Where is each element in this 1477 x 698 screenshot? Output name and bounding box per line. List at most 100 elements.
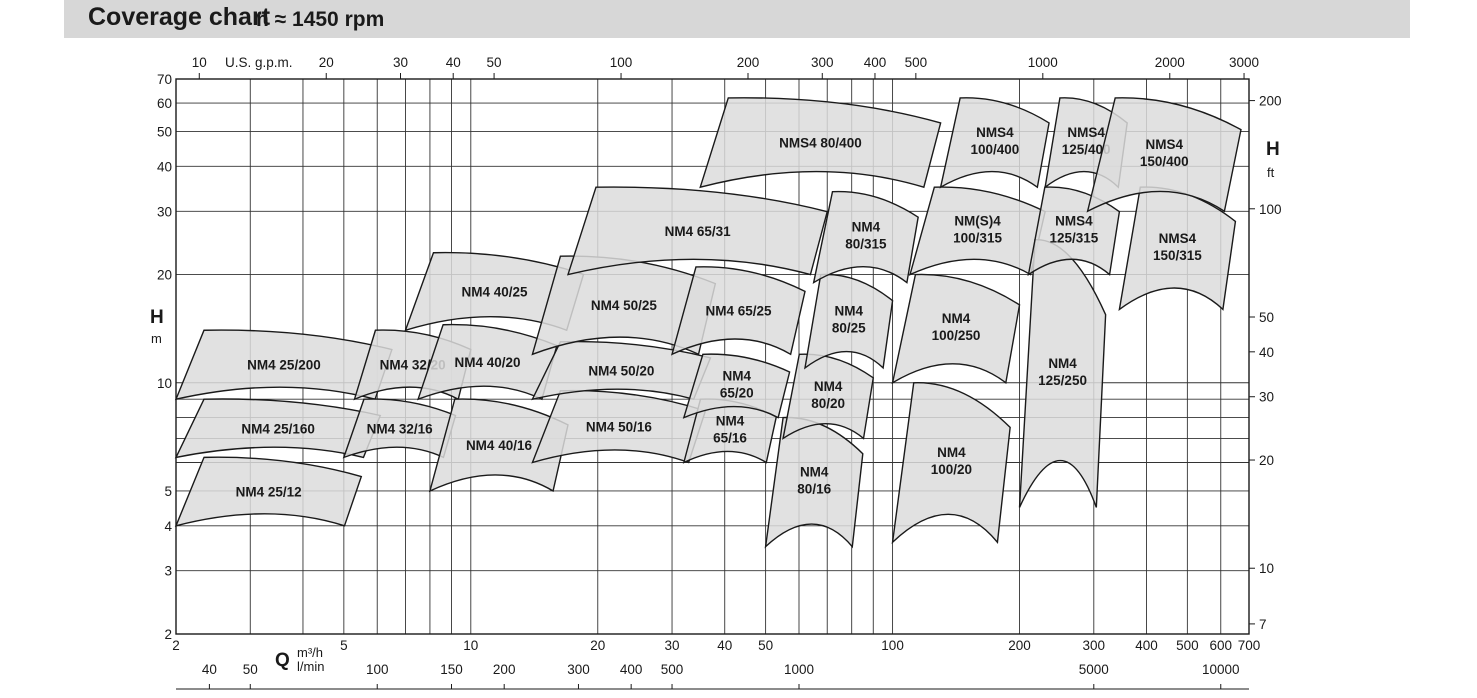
pump-label: 65/16 — [713, 430, 747, 445]
gpm-tick-label: 300 — [811, 55, 834, 70]
lmin-tick-label: 5000 — [1079, 662, 1109, 677]
pump-label: NM4 — [722, 368, 751, 383]
pump-region — [682, 353, 791, 419]
pump-region — [670, 266, 806, 356]
pump-label: 65/20 — [720, 385, 754, 400]
x-tick-label: 5 — [340, 638, 348, 653]
lmin-tick-label: 40 — [202, 662, 217, 677]
pump-label: 125/400 — [1062, 142, 1111, 157]
ft-tick-label: 20 — [1259, 453, 1274, 468]
pump-label: NM4 50/16 — [586, 420, 653, 435]
lmin-tick-label: 500 — [661, 662, 684, 677]
pump-region — [939, 97, 1050, 189]
pump-region — [428, 398, 569, 493]
pump-region — [812, 190, 919, 285]
y-axis-symbol: H — [150, 307, 164, 328]
y-tick-label: 4 — [164, 519, 172, 534]
lmin-tick-label: 150 — [440, 662, 463, 677]
plot-frame — [175, 78, 1250, 635]
x-tick-label: 50 — [758, 638, 773, 653]
ft-tick-label: 7 — [1259, 617, 1267, 632]
x-tick-label: 600 — [1209, 638, 1232, 653]
pump-label: NMS4 80/400 — [779, 136, 862, 151]
pump-label: NM4 40/16 — [466, 438, 533, 453]
x-tick-label: 100 — [881, 638, 904, 653]
pump-label: NM4 32/16 — [367, 421, 434, 436]
pump-region — [891, 273, 1021, 385]
y-tick-label: 5 — [164, 484, 172, 499]
lmin-tick-label: 50 — [243, 662, 258, 677]
pump-region — [891, 382, 1011, 545]
ft-tick-label: 100 — [1259, 202, 1282, 217]
x-tick-label: 400 — [1135, 638, 1158, 653]
pump-label: NM4 25/200 — [247, 358, 321, 373]
pump-label: NM4 50/20 — [588, 364, 654, 379]
y-axis-unit: m — [151, 331, 162, 346]
y-tick-label: 3 — [164, 564, 172, 579]
gpm-tick-label: 30 — [393, 55, 408, 70]
gpm-tick-label: 2000 — [1155, 55, 1185, 70]
x-tick-label: 40 — [717, 638, 732, 653]
pump-label: NM4 50/25 — [591, 298, 658, 313]
gpm-tick-label: 20 — [319, 55, 334, 70]
pump-label: 100/20 — [931, 462, 972, 477]
pump-label: 150/400 — [1140, 154, 1189, 169]
pump-label: 80/20 — [811, 396, 845, 411]
right-axis-unit: ft — [1267, 165, 1275, 180]
x-tick-label: 300 — [1083, 638, 1106, 653]
pump-label: 150/315 — [1153, 248, 1202, 263]
pump-region — [699, 97, 942, 189]
ft-tick-label: 200 — [1259, 94, 1282, 109]
x-tick-label: 30 — [665, 638, 680, 653]
x-axis-unit-lmin: l/min — [297, 659, 324, 674]
pump-label: NM4 — [942, 311, 971, 326]
pump-region — [1086, 97, 1242, 213]
lmin-tick-label: 100 — [366, 662, 389, 677]
pump-label: NMS4 — [976, 125, 1014, 140]
lmin-tick-label: 200 — [493, 662, 516, 677]
pump-region — [804, 273, 894, 370]
y-tick-label: 40 — [157, 159, 172, 174]
pump-label: 100/315 — [953, 230, 1002, 245]
x-tick-label: 2 — [172, 638, 180, 653]
gpm-tick-label: 500 — [905, 55, 928, 70]
y-tick-label: 50 — [157, 125, 172, 140]
pump-label: NM(S)4 — [954, 213, 1001, 228]
pump-label: NM4 — [937, 445, 966, 460]
y-tick-label: 10 — [157, 376, 172, 391]
y-tick-label: 30 — [157, 204, 172, 219]
lmin-tick-label: 1000 — [784, 662, 814, 677]
x-tick-label: 10 — [463, 638, 478, 653]
x-tick-label: 200 — [1008, 638, 1031, 653]
pump-label: NM4 65/25 — [705, 304, 772, 319]
pump-label: NM4 — [835, 304, 864, 319]
lmin-tick-label: 400 — [620, 662, 643, 677]
right-axis-symbol: H — [1266, 139, 1280, 160]
gpm-tick-label: 1000 — [1028, 55, 1058, 70]
gpm-tick-label: 40 — [446, 55, 461, 70]
y-tick-label: 70 — [157, 72, 172, 87]
pump-label: NM4 25/12 — [236, 485, 302, 500]
pump-label: 80/315 — [845, 237, 887, 252]
gpm-tick-label: 200 — [737, 55, 760, 70]
x-axis-unit-m3h: m³/h — [297, 645, 323, 660]
pump-label: NM4 65/31 — [665, 224, 732, 239]
pump-label: NM4 40/20 — [454, 355, 520, 370]
pump-region — [1027, 186, 1121, 277]
gpm-tick-label: 400 — [864, 55, 887, 70]
lmin-tick-label: 10000 — [1202, 662, 1240, 677]
chart-title: Coverage chart — [88, 3, 271, 31]
pump-label: NMS4 — [1055, 213, 1093, 228]
pump-label: NM4 25/160 — [241, 421, 315, 436]
x-axis-symbol: Q — [275, 650, 290, 671]
pump-label: NM4 — [814, 379, 843, 394]
ft-tick-label: 40 — [1259, 345, 1274, 360]
pump-region — [566, 186, 829, 276]
gpm-tick-label: 100 — [610, 55, 633, 70]
x-tick-label: 20 — [590, 638, 605, 653]
pump-label: NM4 — [800, 465, 829, 480]
pump-label: NM4 — [1048, 356, 1077, 371]
x-tick-label: 700 — [1238, 638, 1261, 653]
ft-tick-label: 30 — [1259, 390, 1274, 405]
pump-label: NM4 — [852, 220, 881, 235]
